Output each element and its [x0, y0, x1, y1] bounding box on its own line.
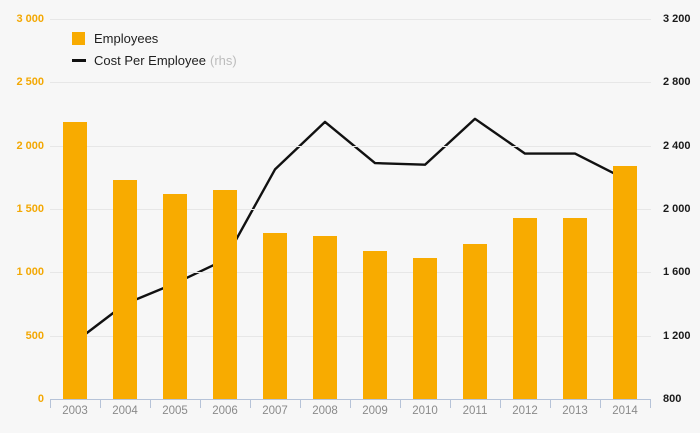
y-axis-left-tick-label: 0 — [37, 393, 44, 405]
x-tick-label-2013: 2013 — [562, 405, 588, 417]
x-tick-label-2005: 2005 — [162, 405, 188, 417]
x-axis-line — [50, 399, 651, 400]
gridline — [50, 209, 651, 210]
bar-2014 — [613, 166, 637, 399]
gridline — [50, 82, 651, 83]
legend-label-employees: Employees — [94, 30, 159, 46]
y-axis-left-tick-label: 500 — [25, 330, 44, 342]
x-tick-label-2008: 2008 — [312, 405, 338, 417]
x-axis-tick — [400, 400, 401, 408]
bar-2003 — [63, 122, 87, 399]
x-axis-tick — [350, 400, 351, 408]
gridline — [50, 19, 651, 20]
x-axis-tick — [50, 400, 51, 408]
x-tick-label-2003: 2003 — [62, 405, 88, 417]
y-axis-left-tick-label: 1 500 — [16, 203, 44, 215]
legend-item-cost-per-employee: Cost Per Employee (rhs) — [72, 49, 237, 71]
x-axis-tick — [300, 400, 301, 408]
gridline — [50, 272, 651, 273]
bar-2010 — [413, 258, 437, 399]
y-axis-right-tick-label: 2 400 — [663, 140, 691, 152]
y-axis-right-tick-label: 1 600 — [663, 266, 691, 278]
bar-2006 — [213, 190, 237, 399]
x-axis-tick — [200, 400, 201, 408]
legend: Employees Cost Per Employee (rhs) — [72, 27, 237, 71]
bar-2004 — [113, 180, 137, 399]
gridline — [50, 146, 651, 147]
bar-2013 — [563, 218, 587, 399]
x-tick-label-2012: 2012 — [512, 405, 538, 417]
gridline — [50, 336, 651, 337]
x-axis-tick — [100, 400, 101, 408]
y-axis-left-tick-label: 3 000 — [16, 13, 44, 25]
legend-rhs-note: (rhs) — [210, 52, 237, 68]
x-axis-tick — [150, 400, 151, 408]
x-tick-label-2006: 2006 — [212, 405, 238, 417]
bar-2012 — [513, 218, 537, 399]
x-axis-tick — [650, 400, 651, 408]
y-axis-right-tick-label: 2 800 — [663, 76, 691, 88]
bar-2008 — [313, 236, 337, 399]
y-axis-right-tick-label: 1 200 — [663, 330, 691, 342]
y-axis-left-tick-label: 1 000 — [16, 266, 44, 278]
bar-2011 — [463, 244, 487, 399]
y-axis-left-tick-label: 2 500 — [16, 76, 44, 88]
legend-label-cost-per-employee: Cost Per Employee — [94, 52, 206, 68]
x-axis-tick — [600, 400, 601, 408]
x-tick-label-2011: 2011 — [462, 405, 488, 417]
x-axis-tick — [450, 400, 451, 408]
y-axis-right-tick-label: 3 200 — [663, 13, 691, 25]
bar-2005 — [163, 194, 187, 399]
employees-swatch-icon — [72, 31, 85, 45]
cost-per-employee-line-swatch-icon — [72, 58, 86, 62]
x-axis-tick — [550, 400, 551, 408]
legend-item-employees: Employees — [72, 27, 237, 49]
x-tick-label-2014: 2014 — [612, 405, 638, 417]
bar-2007 — [263, 233, 287, 399]
x-tick-label-2009: 2009 — [362, 405, 388, 417]
bar-2009 — [363, 251, 387, 399]
y-axis-right-tick-label: 800 — [663, 393, 682, 405]
x-axis-tick — [250, 400, 251, 408]
x-axis-tick — [500, 400, 501, 408]
x-tick-label-2007: 2007 — [262, 405, 288, 417]
y-axis-right-tick-label: 2 000 — [663, 203, 691, 215]
y-axis-left-tick-label: 2 000 — [16, 140, 44, 152]
x-tick-label-2010: 2010 — [412, 405, 438, 417]
x-tick-label-2004: 2004 — [112, 405, 138, 417]
cost-per-employee-line — [73, 117, 627, 344]
